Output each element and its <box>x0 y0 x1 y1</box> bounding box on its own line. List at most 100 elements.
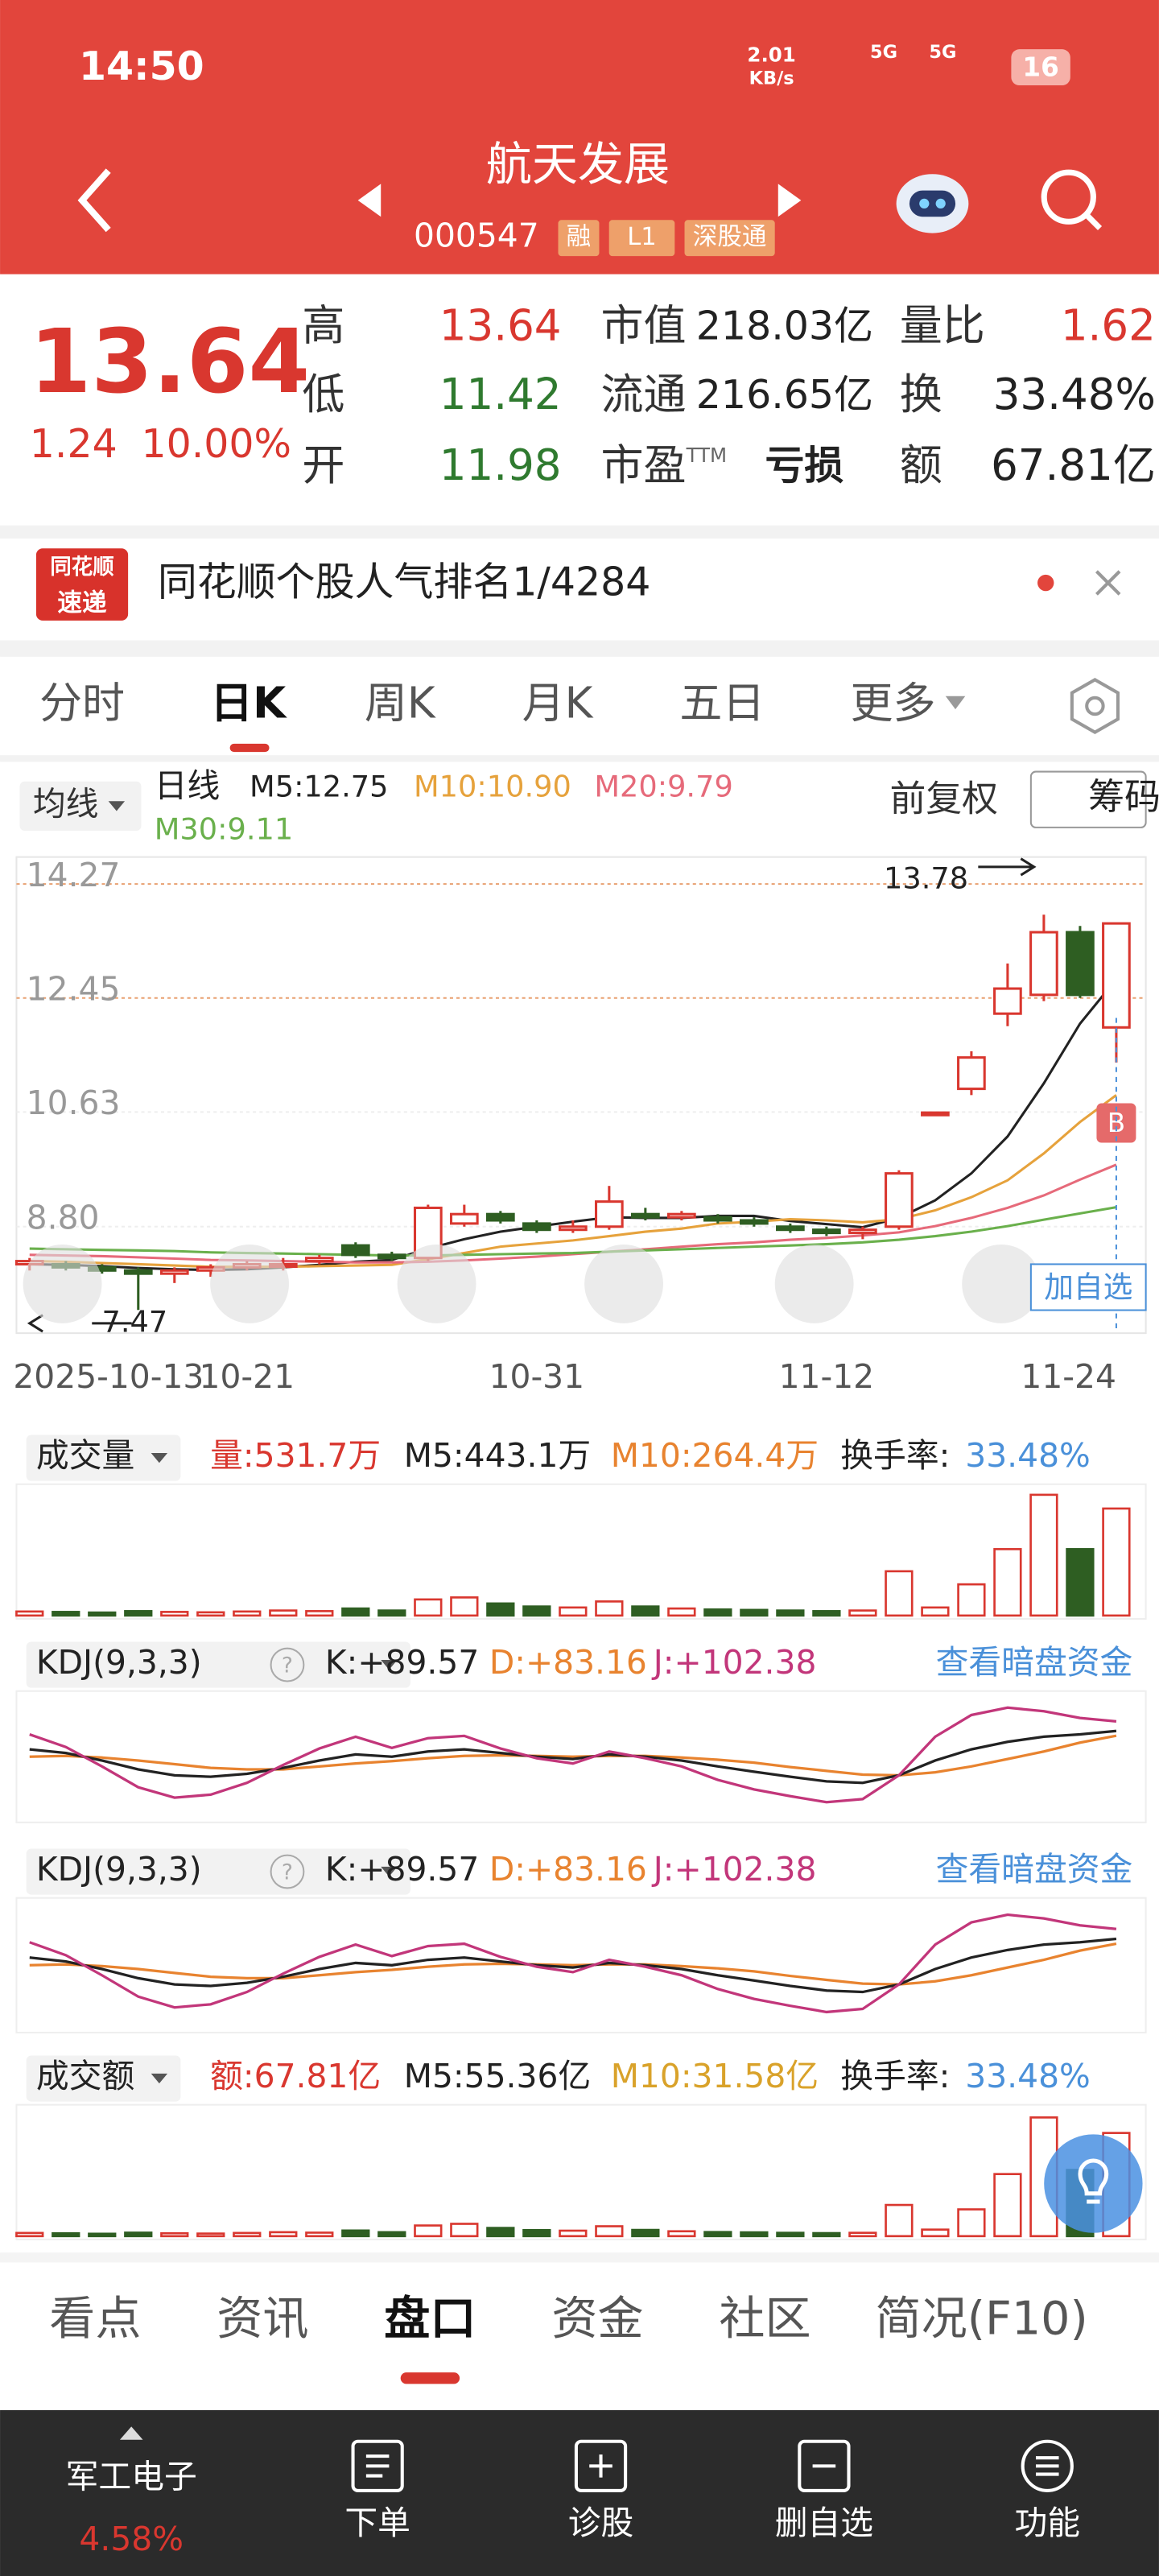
settings-icon[interactable] <box>1070 678 1120 734</box>
ma-label: M20:9.79 <box>594 769 732 803</box>
section-tab[interactable]: 看点 <box>49 2293 141 2346</box>
nav-item[interactable]: 删自选 <box>775 2504 873 2542</box>
chart-tab[interactable]: 日K <box>210 679 287 729</box>
chart-tab[interactable]: 更多 <box>851 679 936 729</box>
indicator-selector[interactable]: KDJ(9,3,3) <box>36 1850 202 1889</box>
banner-text[interactable]: 同花顺个股人气排名1/4284 <box>158 559 651 605</box>
candle-body <box>123 1269 153 1275</box>
stat-label: 量比 <box>900 301 985 351</box>
volume-bar <box>957 2208 986 2238</box>
next-stock[interactable] <box>777 184 802 217</box>
y-tick-label: 14.27 <box>27 856 121 894</box>
prev-stock[interactable] <box>357 184 382 217</box>
volume-bar <box>595 2225 624 2238</box>
chart-control[interactable] <box>23 1244 102 1323</box>
chart-control[interactable] <box>584 1244 664 1323</box>
banner-close[interactable] <box>1095 570 1121 596</box>
selector-box[interactable] <box>26 1641 410 1688</box>
chart-control[interactable] <box>210 1244 290 1323</box>
volume-bar <box>486 1602 515 1617</box>
volume-bar <box>305 2231 334 2238</box>
add-watch[interactable]: 加自选 <box>1044 1270 1132 1305</box>
volume-bar <box>559 2229 588 2238</box>
chart-tab[interactable]: 五日 <box>679 679 765 729</box>
battery-level: 16 <box>1022 52 1058 83</box>
candle-body <box>812 1228 841 1235</box>
dropdown-arrow <box>151 2073 168 2084</box>
stock-name: 航天发展 <box>486 138 670 192</box>
selector-box[interactable] <box>26 1848 410 1895</box>
assistant-bubble[interactable] <box>1044 2134 1143 2233</box>
volume-bar <box>522 1605 551 1617</box>
indicator-label: M10:31.58亿 <box>611 2057 819 2095</box>
stat-label: 低 <box>302 369 344 419</box>
section-tab[interactable]: 资金 <box>551 2293 643 2346</box>
chart-tab[interactable]: 分时 <box>39 679 125 729</box>
dark-pool-link[interactable]: 查看暗盘资金 <box>936 1850 1133 1889</box>
volume-bar <box>885 2203 914 2238</box>
nav-item[interactable]: 下单 <box>344 2504 410 2542</box>
chart-tab[interactable]: 月K <box>522 679 594 729</box>
tag: L1 <box>627 223 656 251</box>
volume-bar <box>160 1611 189 1617</box>
volume-bar <box>124 2231 153 2238</box>
adjust-mode[interactable]: 前复权 <box>889 777 998 819</box>
selector-box[interactable] <box>26 1435 181 1481</box>
net-speed-unit: KB/s <box>749 68 794 89</box>
logo-text: 速递 <box>57 589 107 617</box>
nav-item[interactable]: 功能 <box>1014 2504 1080 2542</box>
low-arrow <box>27 1314 132 1333</box>
candle-body <box>159 1269 189 1275</box>
period: 日线 <box>155 766 221 805</box>
indicator-label: M5:443.1万 <box>404 1436 591 1475</box>
robot-eye <box>935 198 946 209</box>
section-tab[interactable]: 社区 <box>719 2293 810 2346</box>
stat-label: 流通 <box>601 369 687 419</box>
ma-selector-box[interactable] <box>19 781 142 831</box>
ma-line <box>29 1163 1117 1264</box>
nav-item[interactable]: 诊股 <box>568 2504 634 2542</box>
ma-selector[interactable]: 均线 <box>33 784 99 823</box>
candle-body <box>1066 931 1095 997</box>
chips-label[interactable]: 筹码 <box>1088 775 1159 818</box>
y-tick-label: 10.63 <box>27 1084 121 1122</box>
chart-tab[interactable]: 周K <box>365 679 436 729</box>
volume-bar <box>885 1570 914 1617</box>
tag-box <box>608 220 675 257</box>
robot-eye <box>919 198 930 209</box>
section-tab[interactable]: 简况(F10) <box>876 2293 1088 2346</box>
indicator-selector[interactable]: KDJ(9,3,3) <box>36 1643 202 1682</box>
help-icon[interactable] <box>270 1647 305 1682</box>
dark-pool-link[interactable]: 查看暗盘资金 <box>936 1643 1133 1682</box>
ma-label: M30:9.11 <box>155 811 293 846</box>
indicator-label: 换手率: <box>840 1436 950 1475</box>
kdj-d-line <box>29 1734 1117 1777</box>
selector-box[interactable] <box>26 2055 181 2102</box>
sector-name[interactable]: 军工电子 <box>66 2458 197 2496</box>
section-tab[interactable]: 资讯 <box>217 2293 308 2346</box>
stat-label: 开 <box>302 440 344 490</box>
candle-body <box>595 1200 624 1228</box>
volume-bar <box>305 1610 334 1617</box>
volume-bar <box>341 2229 370 2238</box>
nav-icon <box>351 2439 404 2492</box>
indicator-selector[interactable]: 成交额 <box>36 2057 134 2095</box>
chart-control[interactable] <box>962 1244 1041 1323</box>
chart-control[interactable] <box>397 1244 476 1323</box>
indicator-selector[interactable]: 成交量 <box>36 1436 134 1475</box>
volume-bar <box>812 2231 841 2238</box>
back-button[interactable] <box>77 168 111 233</box>
search-icon[interactable] <box>1041 169 1103 231</box>
dropdown-arrow <box>381 1866 398 1877</box>
robot-icon[interactable] <box>896 174 969 233</box>
help-icon[interactable] <box>270 1854 305 1889</box>
chart-control[interactable] <box>774 1244 854 1323</box>
volume-bar <box>414 2224 443 2238</box>
volume-bar <box>52 1611 80 1617</box>
chips-button[interactable] <box>1029 770 1147 828</box>
section-tab[interactable]: 盘口 <box>384 2293 476 2346</box>
stat-label: 高 <box>302 301 344 351</box>
kdj-d-line <box>29 1942 1117 1986</box>
volume-bar <box>812 1610 841 1617</box>
